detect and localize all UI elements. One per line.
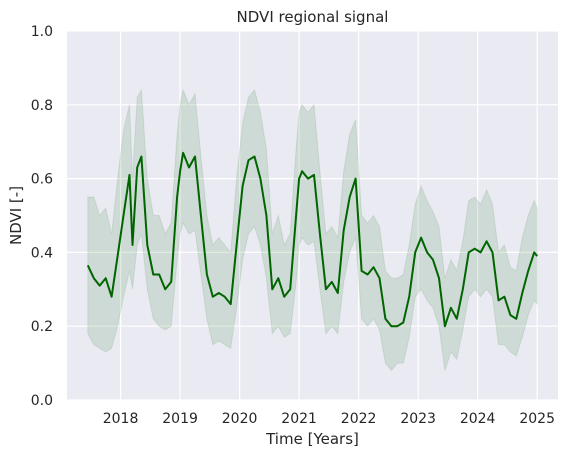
y-tick-label: 0.4 <box>31 245 53 261</box>
x-tick-label: 2021 <box>281 411 317 427</box>
series-line-group <box>86 151 538 328</box>
y-tick-label: 0.8 <box>31 98 53 114</box>
y-tick-label: 0.6 <box>31 172 53 188</box>
x-tick-label: 2025 <box>519 411 555 427</box>
x-tick-label: 2019 <box>162 411 198 427</box>
ndvi-line <box>86 151 538 328</box>
x-axis-label: Time [Years] <box>265 430 359 448</box>
y-tick-label: 1.0 <box>31 24 53 40</box>
y-tick-label: 0.2 <box>31 319 53 335</box>
x-tick-label: 2024 <box>460 411 496 427</box>
confidence-band <box>87 88 538 372</box>
x-tick-label: 2022 <box>341 411 377 427</box>
x-tick-label: 2023 <box>400 411 436 427</box>
y-tick-label: 0.0 <box>31 393 53 409</box>
x-tick-label: 2018 <box>103 411 139 427</box>
chart-title: NDVI regional signal <box>237 8 389 26</box>
plot-area-background <box>67 31 558 400</box>
y-tick-labels: 0.0 0.2 0.4 0.6 0.8 1.0 <box>31 24 53 409</box>
confidence-band-group <box>87 88 538 372</box>
x-tick-label: 2020 <box>222 411 258 427</box>
x-tick-labels: 2018 2019 2020 2021 2022 2023 2024 2025 <box>103 411 555 427</box>
y-axis-label: NDVI [-] <box>7 186 25 245</box>
